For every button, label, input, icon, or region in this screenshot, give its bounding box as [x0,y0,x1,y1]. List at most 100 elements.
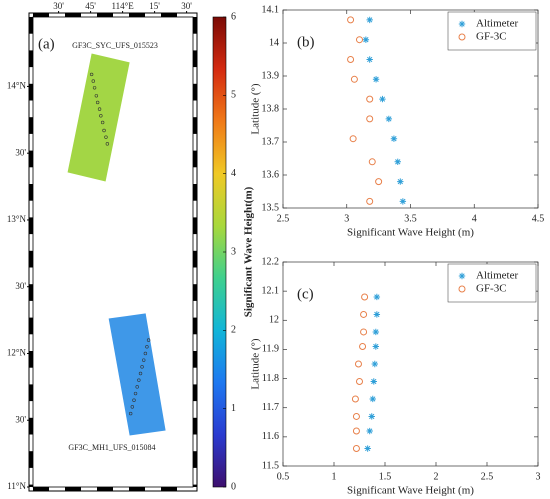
marker [394,158,401,165]
x-tick-label: 30' [53,1,64,11]
marker [366,16,373,24]
track-point [97,107,102,111]
track-point [133,391,138,396]
colorbar-tick-label: 3 [231,246,236,257]
y-tick-label: 14 [269,37,279,48]
panel-label: (a) [38,36,55,52]
legend [447,11,537,51]
colorbar-tick-label: 6 [231,11,236,22]
marker [372,76,380,83]
frame-segment [193,417,197,435]
marker [360,310,368,318]
frame-segment [29,384,33,402]
marker [366,427,373,435]
marker [368,413,375,420]
frame-segment [29,50,33,68]
marker [360,328,368,336]
colorbar-tick-label: 4 [231,168,236,179]
y-tick-label: 12 [269,315,279,326]
track-point [89,72,94,77]
frame-segment [193,384,197,402]
panel-label: (c) [297,286,314,302]
legend-marker [458,33,466,41]
track-point [142,358,146,362]
marker [347,56,355,63]
y-tick-label: 12°N [7,348,27,358]
marker [359,343,367,351]
track-point [140,365,144,369]
marker [366,197,374,205]
marker [375,178,383,186]
frame-segment [161,487,177,491]
track-point [92,86,97,90]
x-axis-label: Significant Wave Height (m) [347,485,474,497]
frame-segment [65,487,81,491]
frame-segment [129,487,145,491]
marker [366,56,373,63]
y-tick-label: 13.9 [262,70,280,81]
marker [354,360,362,368]
frame-segment [193,83,197,101]
x-tick-label: 2.5 [481,471,494,482]
y-tick-label: 13.7 [262,136,280,147]
y-tick-label: 14.1 [262,4,280,15]
track-point [130,405,135,409]
marker [356,377,363,385]
y-axis-label: Latitude (°) [250,83,262,134]
x-tick-label: 3.5 [404,213,417,224]
y-tick-label: 13.8 [262,103,280,114]
track-point [102,128,106,133]
marker [369,395,376,403]
marker [385,115,393,123]
x-tick-label: 3 [536,471,541,482]
marker [372,343,380,350]
x-tick-label: 1.5 [379,471,392,482]
marker [352,445,360,453]
track-point [135,385,139,389]
frame-segment [29,250,33,268]
colorbar-tick-label: 2 [231,325,236,336]
frame-inner [32,16,194,488]
marker [347,16,355,24]
y-tick-label: 13.6 [262,169,280,180]
colorbar-tick-label: 1 [231,403,236,414]
track-point [128,411,133,416]
x-tick-label: 2.5 [277,213,290,224]
frame-segment [29,317,33,335]
frame-segment [29,117,33,134]
marker [364,445,371,452]
legend-label: Altimeter [476,18,518,30]
colorbar-tick-label: 0 [231,481,236,492]
x-tick-label: 1 [332,471,337,482]
frame-segment [65,13,81,17]
legend-label: GF-3C [476,31,507,43]
track-point [100,120,105,125]
frame-segment [97,13,113,17]
marker [366,115,374,123]
x-tick-label: 45' [85,1,96,11]
frame-segment [29,351,33,368]
frame-segment [193,284,197,301]
track-point [145,345,149,349]
frame-segment [161,13,177,17]
y-tick-label: 11.5 [262,460,279,471]
frame-segment [193,184,197,201]
frame-segment [193,217,197,235]
frame-segment [193,317,197,335]
marker [371,360,378,368]
marker [366,95,374,103]
marker [370,378,377,385]
marker [373,311,381,318]
marker [373,293,381,301]
track-point [95,100,100,105]
frame-segment [97,487,113,491]
frame-segment [33,13,49,17]
y-tick-label: 11.8 [262,373,279,384]
track-point [91,79,95,83]
frame-segment [29,150,33,168]
marker [362,36,370,43]
y-tick-label: 12.1 [262,285,280,296]
marker [368,158,376,166]
legend-label: GF-3C [476,283,507,295]
